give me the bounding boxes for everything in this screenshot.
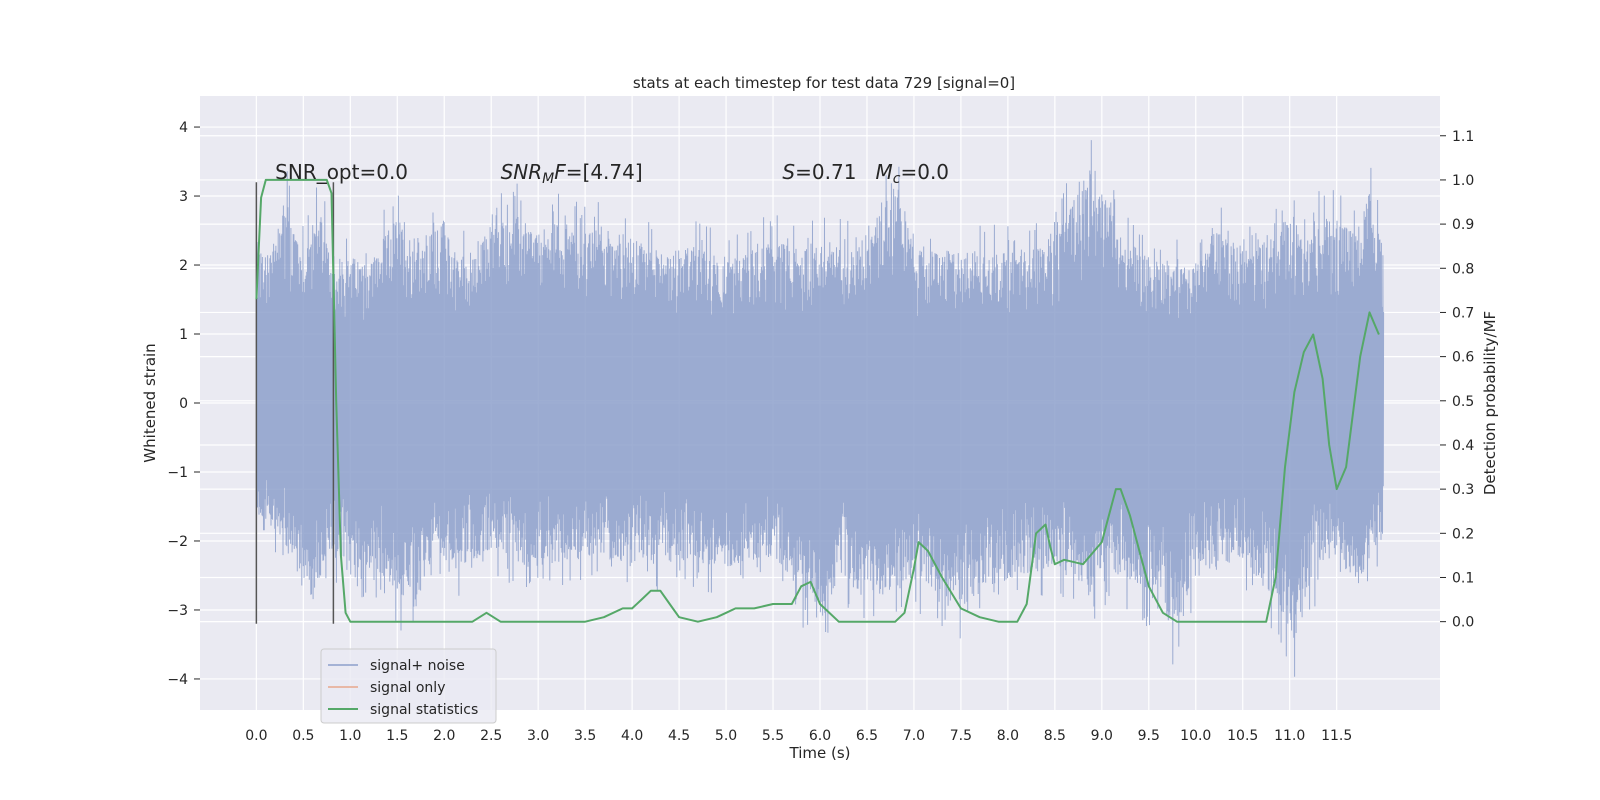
signal-statistics-line xyxy=(255,178,1380,623)
x-tick-label: 8.0 xyxy=(997,728,1019,744)
x-tick-label: 11.0 xyxy=(1274,728,1305,744)
x-tick-label: 5.5 xyxy=(762,728,784,744)
y-tick-label: −4 xyxy=(167,672,188,688)
x-tick-label: 2.0 xyxy=(433,728,455,744)
y-tick-label: 2 xyxy=(179,258,188,274)
legend-label: signal+ noise xyxy=(370,658,465,674)
x-tick-label: 6.5 xyxy=(856,728,878,744)
annotation-snr-opt: SNR_opt=0.0 xyxy=(275,160,408,184)
x-tick-label: 1.0 xyxy=(339,728,361,744)
annotations: SNR_opt=0.0 SNRMF=[4.74] S=0.71 Mc=0.0 xyxy=(275,160,949,187)
x-tick-label: 0.0 xyxy=(245,728,267,744)
y-tick-label: −2 xyxy=(167,534,188,550)
y-right-tick-label: 0.8 xyxy=(1452,261,1474,277)
annotation-snr-mf: SNRMF=[4.74] xyxy=(501,160,643,187)
signal-noise-series xyxy=(255,140,1385,677)
x-tick-label: 10.0 xyxy=(1180,728,1211,744)
signal-noise-line xyxy=(255,140,1385,677)
y-right-tick-label: 0.7 xyxy=(1452,305,1474,321)
y-right-tick-label: 1.1 xyxy=(1452,129,1474,145)
y-right-tick-label: 0.6 xyxy=(1452,350,1474,366)
x-axis-label: Time (s) xyxy=(789,744,851,762)
x-tick-label: 4.0 xyxy=(621,728,643,744)
legend-label: signal statistics xyxy=(370,702,478,718)
y-right-tick-label: 0.0 xyxy=(1452,615,1474,631)
y-right-tick-label: 1.0 xyxy=(1452,173,1474,189)
y-tick-label: 4 xyxy=(179,120,188,136)
x-tick-label: 6.0 xyxy=(809,728,831,744)
y-tick-label: 1 xyxy=(179,327,188,343)
x-tick-label: 10.5 xyxy=(1227,728,1258,744)
y-tick-label: 0 xyxy=(179,396,188,412)
chart-title: stats at each timestep for test data 729… xyxy=(633,74,1015,92)
y-tick-label: −1 xyxy=(167,465,188,481)
x-tick-label: 9.5 xyxy=(1138,728,1160,744)
y-right-tick-label: 0.3 xyxy=(1452,482,1474,498)
x-tick-label: 3.0 xyxy=(527,728,549,744)
y-tick-label: 3 xyxy=(179,189,188,205)
x-tick-label: 9.0 xyxy=(1091,728,1113,744)
y-axis-right-ticks: 0.0 0.1 0.2 0.3 0.4 0.5 0.6 0.7 0.8 0.9 1.0 1.1 xyxy=(1440,129,1474,631)
x-axis-ticks: 0.0 0.5 1.0 1.5 2.0 2.5 3.0 3.5 4.0 4.5 5.0 5.5 6.0 6… xyxy=(245,728,1352,744)
x-tick-label: 11.5 xyxy=(1321,728,1352,744)
legend-label: signal only xyxy=(370,680,445,696)
x-tick-label: 2.5 xyxy=(480,728,502,744)
x-tick-label: 7.0 xyxy=(903,728,925,744)
x-tick-label: 8.5 xyxy=(1044,728,1066,744)
legend: signal+ noise signal only signal statistic… xyxy=(320,648,497,724)
x-tick-label: 7.5 xyxy=(950,728,972,744)
y-tick-label: −3 xyxy=(167,603,188,619)
y-right-tick-label: 0.5 xyxy=(1452,394,1474,410)
signal-statistics-series xyxy=(255,178,1380,623)
x-tick-label: 5.0 xyxy=(715,728,737,744)
y-right-tick-label: 0.1 xyxy=(1452,570,1474,586)
y-right-tick-label: 0.2 xyxy=(1452,526,1474,542)
y-axis-ticks: −4 −3 −2 −1 0 1 2 3 4 xyxy=(167,120,200,688)
y-axis-right-label: Detection probability/MF xyxy=(1481,311,1499,495)
legend-box xyxy=(320,648,497,724)
x-tick-label: 0.5 xyxy=(292,728,314,744)
y-axis-label: Whitened strain xyxy=(141,343,159,462)
x-tick-label: 1.5 xyxy=(386,728,408,744)
annotation-s-mc: S=0.71 Mc=0.0 xyxy=(782,160,949,187)
y-right-tick-label: 0.4 xyxy=(1452,438,1474,454)
x-tick-label: 4.5 xyxy=(668,728,690,744)
x-tick-label: 3.5 xyxy=(574,728,596,744)
y-right-tick-label: 0.9 xyxy=(1452,217,1474,233)
